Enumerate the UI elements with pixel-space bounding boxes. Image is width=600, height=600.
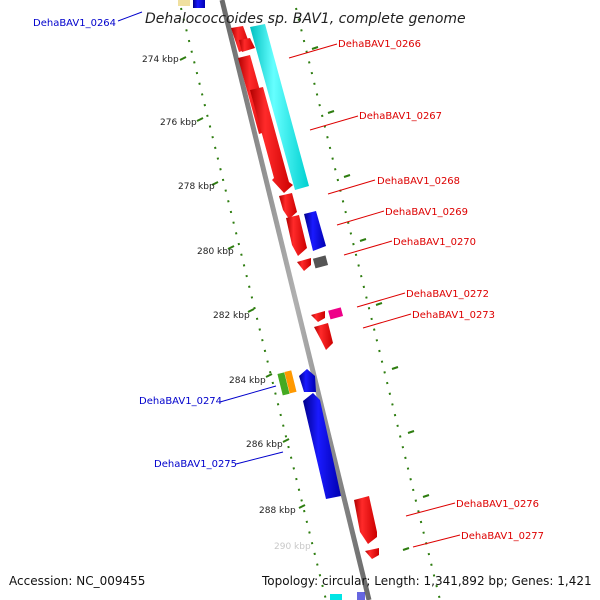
tick-label-278: 278 kbp [178, 182, 215, 192]
gene-label-0274[interactable]: DehaBAV1_0274 [139, 396, 222, 407]
gene-feature-bottom-cyan [330, 594, 342, 600]
gene-feature-bottom-blue [357, 592, 365, 600]
tick-marks [179, 46, 430, 551]
gene-label-0266[interactable]: DehaBAV1_0266 [338, 39, 421, 50]
gene-label-0276[interactable]: DehaBAV1_0276 [456, 499, 539, 510]
gene-arrow-0272[interactable] [311, 311, 325, 322]
tick-label-288: 288 kbp [259, 506, 296, 516]
gene-feature-blue-top [193, 0, 205, 8]
gene-feature-pink[interactable] [328, 307, 344, 320]
gene-label-0264[interactable]: DehaBAV1_0264 [33, 18, 116, 29]
gene-arrow-0269[interactable] [286, 215, 307, 256]
tick-label-286: 286 kbp [246, 440, 283, 450]
gene-label-0267[interactable]: DehaBAV1_0267 [359, 111, 442, 122]
gene-feature-orange[interactable] [284, 370, 297, 394]
gene-feature-yellow-top [178, 0, 190, 6]
tick-label-274: 274 kbp [142, 55, 179, 65]
gene-label-0269[interactable]: DehaBAV1_0269 [385, 207, 468, 218]
gene-label-0270[interactable]: DehaBAV1_0270 [393, 237, 476, 248]
genome-summary-text: Topology: circular; Length: 1,341,892 bp… [262, 574, 592, 588]
tick-label-280: 280 kbp [197, 247, 234, 257]
gene-arrow-0275[interactable] [303, 393, 341, 499]
accession-text: Accession: NC_009455 [9, 574, 146, 588]
gene-arrow-0266b[interactable] [239, 38, 255, 52]
tick-label-276: 276 kbp [160, 118, 197, 128]
genome-backbone [219, 0, 372, 600]
right-tick-track [295, 7, 441, 600]
gene-label-0273[interactable]: DehaBAV1_0273 [412, 310, 495, 321]
tick-label-290-faded: 290 kbp [274, 542, 311, 552]
gene-arrow-blue-0269[interactable] [304, 211, 326, 251]
gene-arrow-0273[interactable] [314, 323, 333, 350]
left-tick-track [180, 7, 327, 600]
tick-label-282: 282 kbp [213, 311, 250, 321]
gene-label-0272[interactable]: DehaBAV1_0272 [406, 289, 489, 300]
gene-arrow-0267b[interactable] [250, 87, 293, 193]
gene-arrow-cyan[interactable] [250, 24, 309, 190]
gene-arrow-0268[interactable] [279, 193, 297, 219]
genome-title: Dehalococcoides sp. BAV1, complete genom… [145, 11, 466, 27]
gene-label-0275[interactable]: DehaBAV1_0275 [154, 459, 237, 470]
gene-arrow-0270[interactable] [297, 258, 311, 271]
tick-label-284: 284 kbp [229, 376, 266, 386]
gene-feature-green[interactable] [277, 372, 290, 396]
gene-arrow-0276[interactable] [354, 496, 377, 544]
gene-arrow-0274[interactable] [299, 369, 316, 392]
gene-label-0268[interactable]: DehaBAV1_0268 [377, 176, 460, 187]
gene-label-0277[interactable]: DehaBAV1_0277 [461, 531, 544, 542]
leader-lines [117, 11, 461, 548]
gene-arrow-0277[interactable] [365, 548, 379, 559]
gene-feature-grey[interactable] [312, 255, 329, 269]
